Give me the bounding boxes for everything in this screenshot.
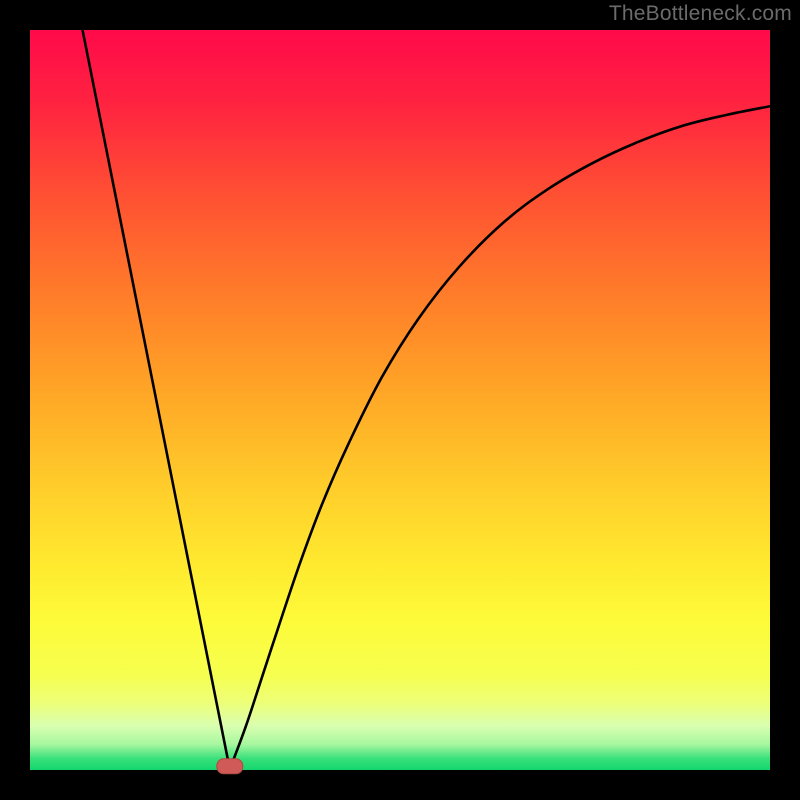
bottleneck-chart	[0, 0, 800, 800]
watermark-text: TheBottleneck.com	[609, 2, 792, 26]
chart-container: TheBottleneck.com	[0, 0, 800, 800]
optimum-marker	[217, 759, 243, 774]
plot-background	[30, 30, 770, 770]
